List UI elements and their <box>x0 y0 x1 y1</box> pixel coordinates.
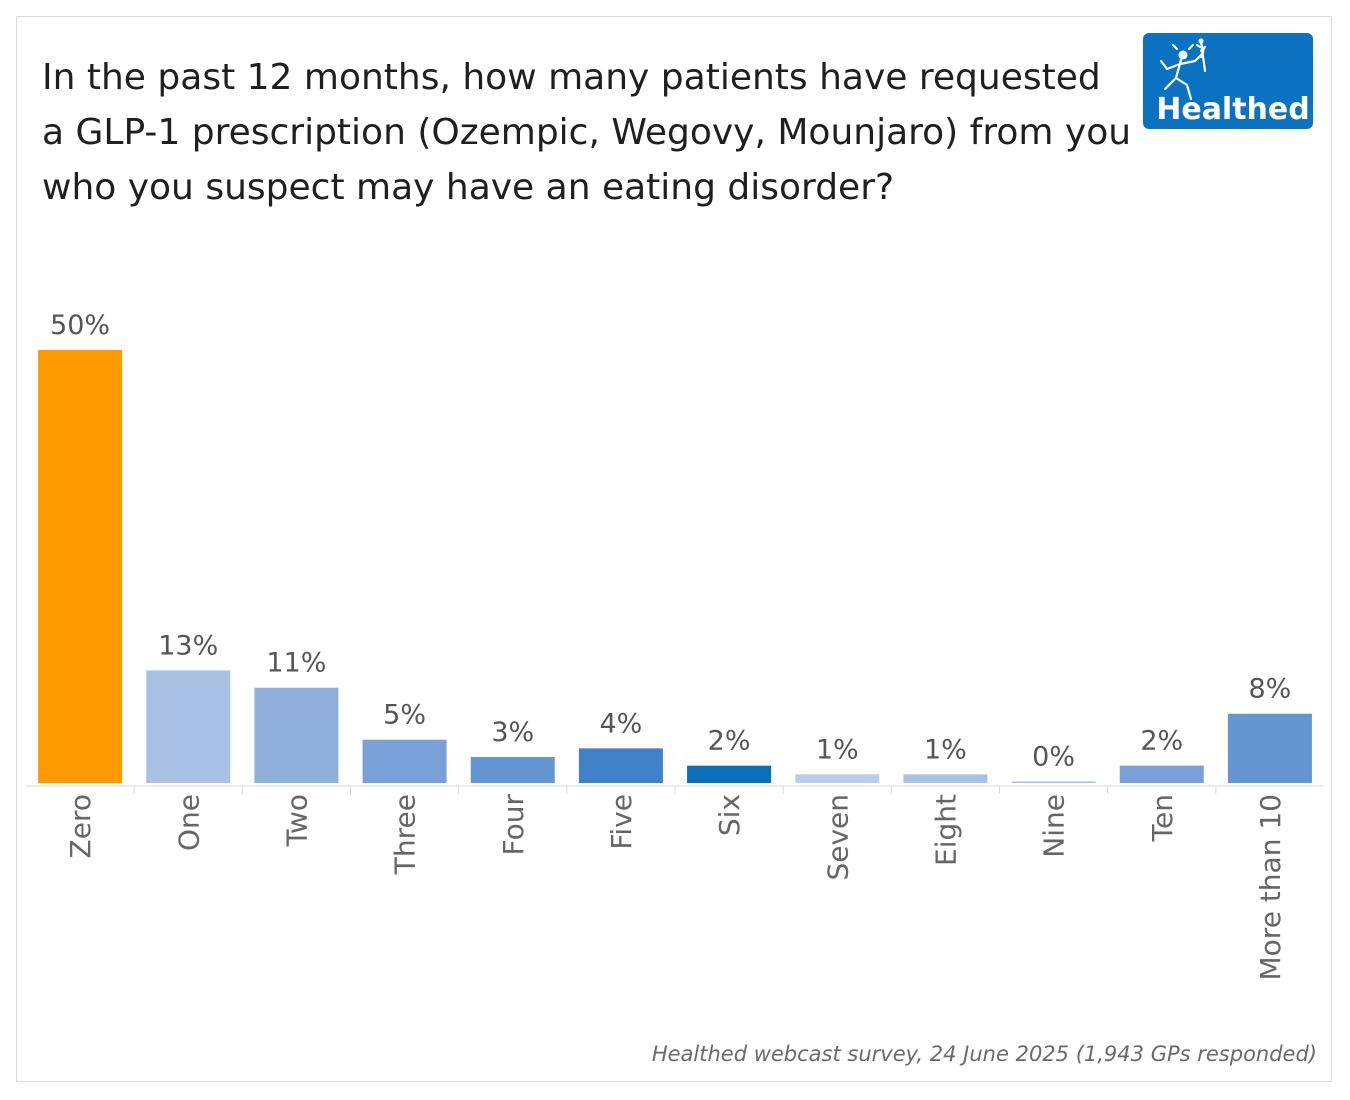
category-label: Seven <box>821 794 854 881</box>
category-label: Nine <box>1038 794 1071 858</box>
bar-value-label: 8% <box>1248 674 1291 705</box>
chart-title: In the past 12 months, how many patients… <box>42 57 1132 208</box>
bar-value-label: 13% <box>158 630 218 661</box>
bar <box>362 739 447 783</box>
bar <box>38 350 123 783</box>
logo-text: Healthed <box>1156 92 1310 127</box>
bar <box>903 774 988 783</box>
category-label: Three <box>389 794 422 875</box>
chart-bars <box>38 350 1312 783</box>
source-footnote: Healthed webcast survey, 24 June 2025 (1… <box>651 1042 1317 1066</box>
bar-value-label: 50% <box>50 310 110 341</box>
category-label: More than 10 <box>1254 794 1287 980</box>
bar <box>795 774 880 783</box>
bar <box>1227 713 1312 783</box>
category-label: Four <box>497 794 530 856</box>
bar-value-label: 5% <box>383 700 426 731</box>
category-label: Two <box>280 794 313 848</box>
bar <box>578 748 663 783</box>
bar-value-label: 4% <box>599 708 642 739</box>
bar <box>146 670 231 783</box>
bar-value-label: 11% <box>266 648 326 679</box>
bar-value-label: 1% <box>924 734 967 765</box>
bar-value-label: 3% <box>491 717 534 748</box>
healthed-logo: Healthed <box>1143 33 1313 129</box>
chart-category-labels: Zero One Two Three Four Five Six Seven Eight Nine… <box>64 794 1287 981</box>
bar <box>1119 765 1204 783</box>
chart-x-axis <box>26 785 1324 794</box>
bar-value-label: 0% <box>1032 742 1075 773</box>
bar <box>470 757 555 783</box>
bar <box>1011 781 1096 783</box>
category-label: Six <box>713 794 746 836</box>
bar <box>254 687 339 783</box>
category-label: Ten <box>1146 794 1179 842</box>
category-label: Five <box>605 794 638 850</box>
bar <box>687 765 772 783</box>
chart-value-labels: 50% 13% 11% 5% 3% 4% 2% 1% 1% 0% 2% 8% <box>50 310 1291 773</box>
bar-value-label: 2% <box>708 726 751 757</box>
hermes-running-figure-icon <box>1159 38 1207 101</box>
category-label: Eight <box>929 794 962 866</box>
chart-frame <box>16 16 1332 1082</box>
category-label: Zero <box>64 794 97 858</box>
bar-value-label: 1% <box>816 734 859 765</box>
category-label: One <box>172 794 205 851</box>
bar-value-label: 2% <box>1140 726 1183 757</box>
